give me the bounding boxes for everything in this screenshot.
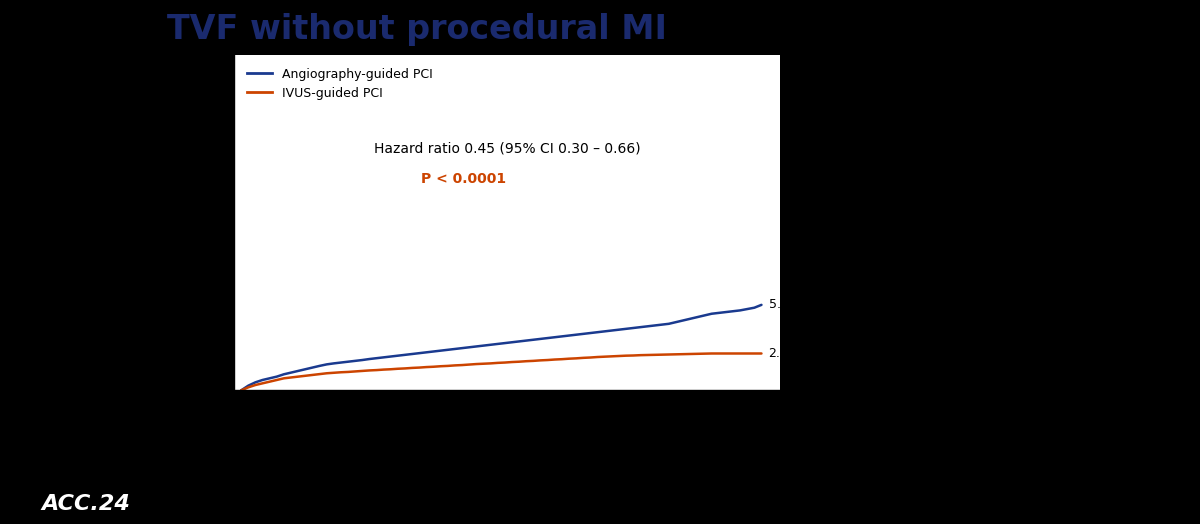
Text: 1694: 1694 bbox=[613, 426, 640, 436]
Text: P < 0.0001: P < 0.0001 bbox=[421, 172, 506, 186]
Text: Angiography-guided PCI: Angiography-guided PCI bbox=[242, 426, 368, 436]
Text: 1718: 1718 bbox=[698, 456, 725, 466]
Text: IVUS-guidedPCI: IVUS-guidedPCI bbox=[242, 456, 323, 466]
Text: 1717: 1717 bbox=[442, 426, 468, 436]
Text: 1752: 1752 bbox=[228, 426, 254, 436]
Text: 2.2%: 2.2% bbox=[768, 347, 800, 360]
Text: 1753: 1753 bbox=[228, 456, 254, 466]
Text: ACC.24: ACC.24 bbox=[42, 494, 131, 515]
Text: 1741: 1741 bbox=[271, 456, 298, 466]
Text: 1727: 1727 bbox=[356, 426, 383, 436]
X-axis label: Follow-up (days): Follow-up (days) bbox=[430, 419, 584, 436]
Text: 1729: 1729 bbox=[527, 456, 553, 466]
Text: 1736: 1736 bbox=[442, 456, 468, 466]
Text: TVF without procedural MI: TVF without procedural MI bbox=[167, 13, 667, 46]
Text: 1704: 1704 bbox=[527, 426, 553, 436]
Text: 1681: 1681 bbox=[698, 426, 725, 436]
Legend: Angiography-guided PCI, IVUS-guided PCI: Angiography-guided PCI, IVUS-guided PCI bbox=[240, 61, 438, 106]
Text: Number at Risk: Number at Risk bbox=[242, 401, 329, 411]
Text: 5.1%: 5.1% bbox=[768, 298, 800, 311]
Text: 1737: 1737 bbox=[271, 426, 298, 436]
Text: 1723: 1723 bbox=[613, 456, 640, 466]
Text: 1713: 1713 bbox=[749, 456, 775, 466]
Text: 1737: 1737 bbox=[356, 456, 383, 466]
Text: 1663: 1663 bbox=[749, 426, 775, 436]
Text: Hazard ratio 0.45 (95% CI 0.30 – 0.66): Hazard ratio 0.45 (95% CI 0.30 – 0.66) bbox=[373, 142, 641, 156]
Y-axis label: TVF without procedural MI (%): TVF without procedural MI (%) bbox=[188, 117, 203, 328]
